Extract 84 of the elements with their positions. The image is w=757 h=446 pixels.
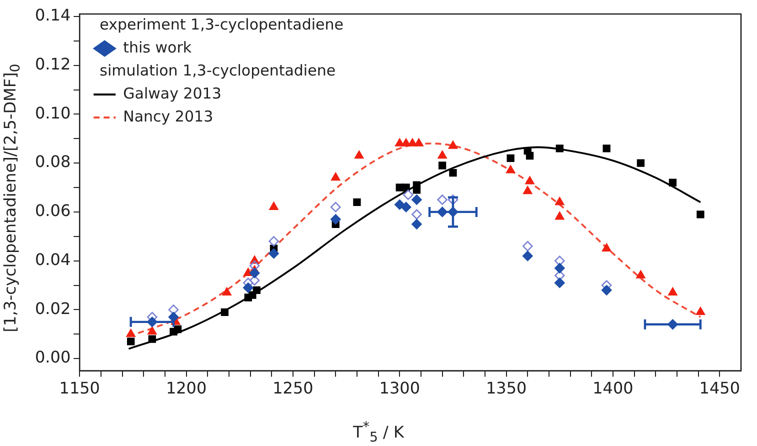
point [525,176,534,184]
point [249,268,260,278]
y-tick-label: 0.04 [35,250,71,269]
y-tick-label: 0.08 [35,152,71,172]
legend-title: experiment 1,3-cyclopentadiene [100,15,344,34]
point [412,186,421,194]
point [354,150,364,159]
point [330,202,341,212]
point [438,150,447,159]
point [220,308,229,316]
point [448,194,458,205]
point [449,169,457,177]
point [522,250,533,262]
point [402,138,411,146]
point [414,138,424,146]
point [395,138,404,146]
x-tick-label: 1250 [272,378,314,398]
point [353,198,361,206]
x-tick-label: 1350 [486,378,527,398]
point [244,268,253,276]
point [268,236,279,246]
point [331,172,340,181]
point [601,285,612,296]
point [400,202,412,212]
point [408,138,417,146]
point [668,178,677,186]
point [602,243,612,252]
point [148,335,156,343]
point [126,338,135,346]
point [249,275,260,286]
point [555,212,564,220]
annotation: simulation 1,3-cyclopentadiene [100,61,336,80]
y-tick-label: 0.12 [35,54,71,74]
y-tick-label: 0.10 [35,103,71,122]
point [412,219,422,230]
legend-label: Nancy 2013 [123,107,214,126]
point [523,186,532,194]
x-tick-label: 1200 [166,378,207,398]
point [252,286,261,294]
point [668,287,678,296]
point [602,144,610,152]
x-tick-label: 1150 [59,378,100,398]
point [222,287,232,296]
point [268,248,279,259]
point [437,194,448,205]
x-tick-label: 1300 [379,378,420,398]
point [394,199,405,210]
y-tick-label: 0.06 [35,201,71,220]
y-tick-label: 0.14 [35,6,71,25]
point [249,260,260,271]
point [412,194,422,205]
point [448,140,458,149]
point [554,278,565,288]
point [403,190,414,200]
point [174,325,182,334]
point [554,256,565,266]
x-axis-title: T$^{*}$$_{5}$ / K [352,420,406,446]
point [506,154,514,162]
point [554,263,565,274]
legend-label: Galway 2013 [123,84,222,102]
point [636,159,645,167]
y-tick-label: 0.00 [35,348,71,367]
x-tick-label: 1450 [699,378,740,398]
point [696,210,704,218]
point [412,209,422,220]
point [438,162,446,170]
x-tick-label: 1400 [592,378,634,398]
point [126,328,136,338]
point [636,270,646,278]
point [522,241,533,252]
point [554,270,565,281]
point [555,197,564,206]
point [696,307,706,316]
y-tick-label: 0.02 [35,298,71,318]
point [243,282,254,293]
point [330,214,341,224]
point [402,184,410,192]
point [556,144,564,152]
point [148,326,157,335]
point [506,165,516,174]
point [526,152,534,160]
point [269,202,278,210]
point [168,304,179,315]
legend-label: this work [123,38,192,56]
